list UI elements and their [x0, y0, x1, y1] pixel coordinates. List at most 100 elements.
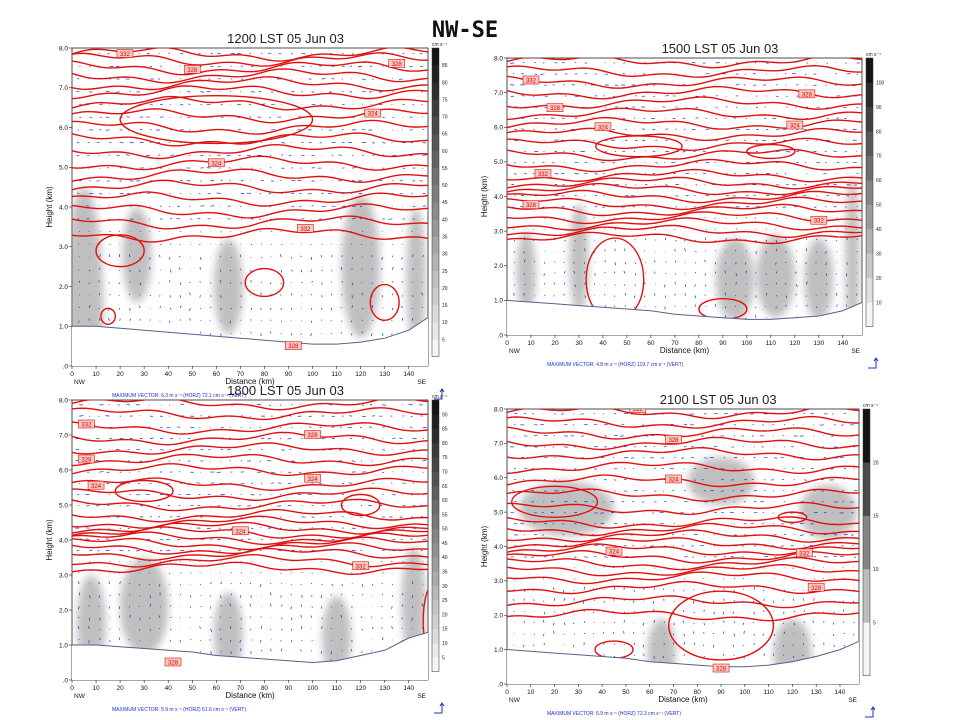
colorbar-segment	[866, 302, 873, 327]
wind-vector	[584, 282, 586, 285]
x-end-label-se: SE	[417, 379, 426, 386]
wind-vector	[321, 295, 323, 298]
wind-vector	[189, 616, 191, 618]
max-vector-text: MAXIMUM VECTOR: 5.9 m s⁻¹ (HORZ) 51.6 cm…	[112, 707, 246, 713]
colorbar-segment	[432, 614, 439, 630]
wind-vector	[762, 511, 765, 514]
wind-vector	[277, 505, 282, 507]
wind-vector	[780, 545, 784, 547]
wind-vector	[642, 644, 645, 648]
colorbar-segment	[432, 185, 439, 203]
wind-vector	[803, 479, 808, 481]
wind-vector	[190, 639, 192, 641]
contour-label-text: 328	[802, 92, 813, 98]
wind-vector	[169, 280, 171, 283]
wind-vector	[240, 427, 242, 429]
panel-title: 2100 LST 05 Jun 03	[660, 392, 777, 407]
wind-vector	[593, 251, 596, 254]
colorbar-segment	[863, 515, 870, 570]
x-tick-label: 130	[813, 340, 824, 347]
colorbar-segment	[863, 569, 870, 623]
wind-vector	[280, 639, 282, 642]
wind-vector	[643, 295, 646, 298]
wind-vector	[543, 273, 545, 276]
x-tick-label: 130	[379, 685, 390, 692]
colorbar-tick-label: 35	[442, 570, 448, 576]
wind-vector	[704, 259, 706, 263]
wind-vector	[108, 282, 110, 284]
wind-vector	[594, 194, 598, 197]
wind-vector	[169, 605, 172, 607]
colorbar-segment	[432, 428, 439, 444]
wind-vector	[573, 294, 575, 296]
colorbar-segment	[432, 485, 439, 501]
wind-vector	[220, 651, 222, 653]
wind-vector	[422, 254, 424, 258]
wind-vector	[197, 53, 201, 55]
wind-vector	[649, 545, 655, 547]
wind-vector	[765, 292, 768, 296]
wind-vector	[554, 272, 556, 274]
wind-vector	[732, 644, 735, 647]
wind-vector	[642, 424, 645, 426]
wind-vector	[199, 281, 201, 283]
wind-vector	[853, 621, 855, 624]
x-tick-label: 130	[379, 371, 390, 378]
colorbar-tick-label: 70	[442, 115, 448, 121]
wind-vector	[592, 611, 595, 614]
wind-vector	[603, 172, 605, 174]
panel-title: 1800 LST 05 Jun 03	[227, 383, 344, 398]
wind-vector	[149, 628, 152, 631]
colorbar-tick-label: 100	[876, 80, 885, 86]
wind-vector	[77, 616, 80, 619]
wind-vector	[662, 655, 665, 659]
colorbar-segment	[432, 150, 439, 169]
wind-vector	[514, 522, 517, 525]
wind-vector	[742, 577, 745, 580]
wind-vector	[88, 305, 91, 309]
colorbar-segment	[866, 155, 873, 181]
contour-label-text: 332	[356, 564, 367, 570]
theta-contour-loop	[244, 267, 285, 298]
colorbar-segment	[432, 167, 439, 186]
wind-vector	[381, 333, 384, 336]
wind-vector	[843, 632, 846, 635]
wind-vector	[664, 306, 666, 310]
wind-vector	[802, 598, 805, 601]
wind-vector	[532, 644, 535, 646]
theta-contour	[507, 595, 859, 609]
contour-label: 332	[352, 561, 369, 570]
chart-panel-1800: 1800 LST 05 Jun 033323283283243243243323…	[45, 383, 448, 714]
wind-vector	[632, 600, 635, 603]
wind-vector	[813, 84, 817, 86]
contour-label: 328	[304, 430, 321, 439]
theta-contour	[507, 446, 859, 461]
wind-vector	[604, 284, 606, 286]
colorbar-segment	[432, 457, 439, 472]
wind-vector	[554, 261, 556, 263]
contour-label: 332	[810, 215, 828, 225]
wind-vector	[653, 587, 655, 590]
wind-vector	[108, 606, 110, 609]
wind-vector	[624, 292, 627, 296]
wind-vector	[229, 320, 232, 324]
wind-vector	[563, 250, 565, 253]
wind-vector	[310, 333, 312, 337]
wind-vector	[792, 73, 797, 75]
contour-label-text: 328	[716, 667, 727, 673]
wind-vector	[169, 167, 171, 169]
theta-contour-loop	[422, 588, 428, 653]
wind-vector	[227, 448, 231, 451]
wind-vector	[196, 482, 201, 484]
wind-vector	[361, 319, 364, 321]
theta-contour	[507, 75, 862, 89]
wind-vector	[674, 293, 676, 296]
wind-vector	[409, 154, 413, 157]
wind-vector	[311, 606, 313, 608]
wind-vector	[670, 423, 675, 426]
wind-vector	[786, 95, 788, 97]
wind-vector	[735, 281, 737, 285]
wind-vector	[733, 534, 737, 536]
wind-vector	[99, 254, 101, 258]
contour-label-text: 324	[609, 550, 620, 556]
